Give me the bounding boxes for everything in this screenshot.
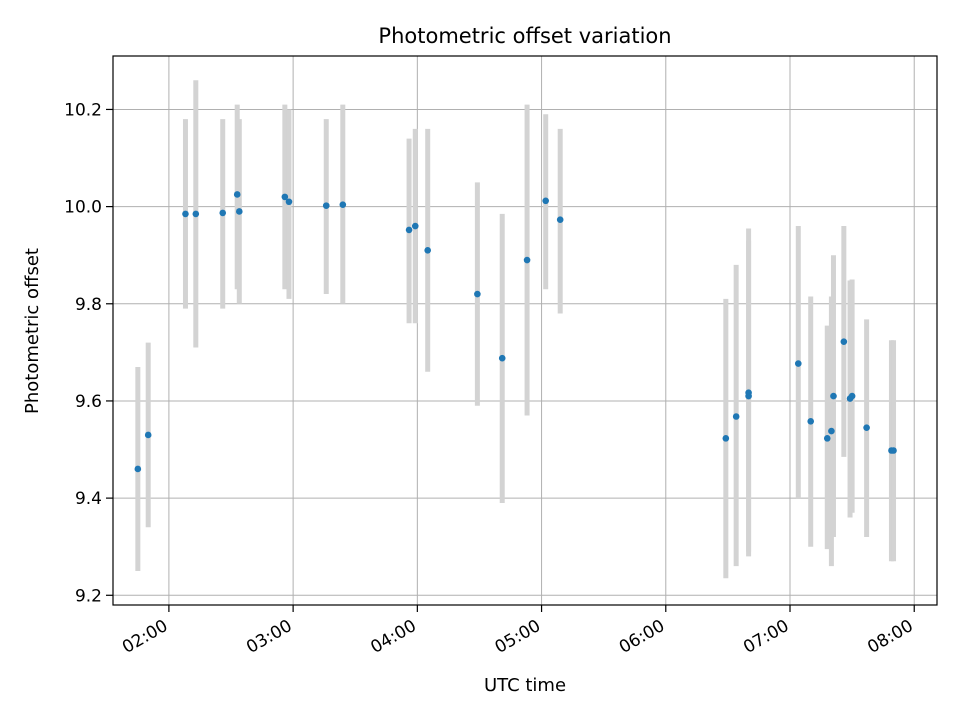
data-point (890, 447, 897, 454)
data-point (322, 202, 330, 209)
data-point (722, 435, 730, 442)
data-point (848, 392, 856, 400)
data-point (807, 418, 815, 425)
data-point (235, 208, 243, 215)
data-point (498, 354, 506, 362)
data-point (542, 197, 550, 205)
data-point (794, 360, 802, 367)
y-tick-label: 9.8 (75, 295, 102, 315)
x-axis-label: UTC time (484, 675, 566, 696)
data-point (285, 198, 293, 206)
data-point (339, 201, 347, 208)
data-point (823, 435, 831, 442)
data-point (134, 465, 142, 473)
data-point (281, 193, 289, 201)
data-point (474, 290, 481, 298)
data-point (405, 226, 413, 234)
data-point (144, 431, 152, 439)
data-point (828, 427, 835, 435)
y-tick-label: 10.0 (64, 198, 102, 218)
y-axis-label: Photometric offset (22, 248, 43, 414)
data-point (863, 424, 870, 431)
data-point (411, 222, 419, 230)
plot-frame (112, 55, 938, 606)
y-tick-label: 9.2 (75, 586, 102, 606)
data-point (745, 389, 752, 396)
data-point (182, 210, 189, 218)
data-point (556, 216, 564, 224)
data-point (233, 191, 241, 198)
data-point (830, 392, 837, 400)
data-point (424, 247, 431, 254)
y-tick-label: 9.4 (75, 489, 102, 509)
y-tick-label: 9.6 (75, 392, 102, 412)
y-axis-ticks: 9.2 9.4 9.6 9.8 10.0 10.2 (64, 100, 113, 606)
chart-title: Photometric offset variation (378, 24, 671, 48)
y-tick-label: 10.2 (64, 100, 102, 120)
data-points (134, 191, 897, 473)
data-point (192, 210, 200, 218)
data-point (219, 209, 227, 217)
data-point (732, 413, 740, 420)
data-point (523, 256, 531, 264)
data-point (840, 338, 848, 345)
